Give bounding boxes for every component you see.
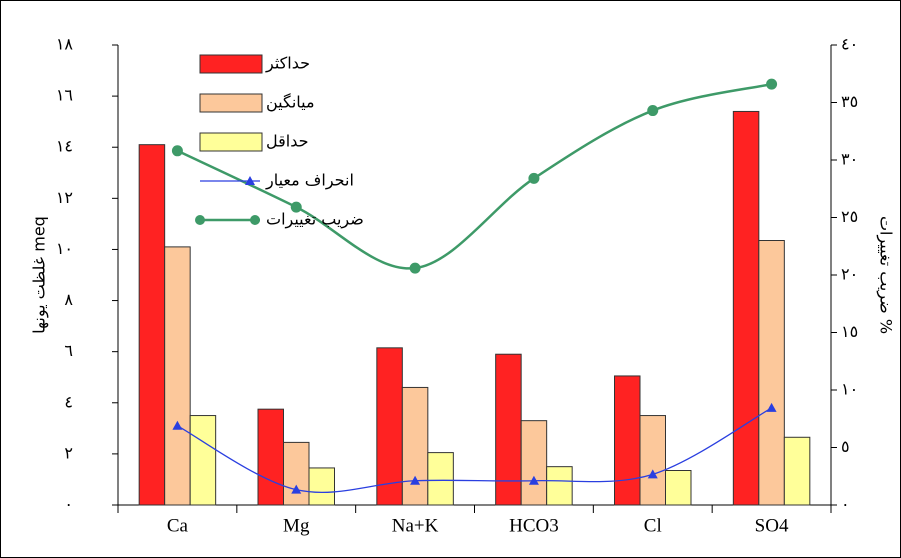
y2-axis-label: ضریب تغییرات % [876,216,896,334]
bar [783,436,811,506]
bar [189,415,217,506]
y2-tick-label: ٣٠ [841,150,858,169]
y-tick-label: ١٨ [56,35,74,54]
x-tick-label: HCO3 [509,515,559,536]
point [766,78,778,90]
y-tick-label: ٤ [64,392,73,411]
legend-label: ضریب تغییرات [266,210,364,230]
bar [546,466,573,506]
x-tick-label: Mg [283,515,310,536]
point [410,475,421,485]
legend-swatch [199,54,263,74]
x-tick-label: Ca [167,515,189,536]
point [291,484,302,494]
legend-label: حداکثر [265,54,310,74]
line [177,407,772,493]
bar [614,375,641,506]
point [647,105,659,117]
bar [308,467,335,506]
y2-tick-label: ٠ [841,495,850,514]
point [528,172,540,184]
legend-swatch [199,93,263,113]
bar [376,347,403,506]
bar [401,386,429,506]
y2-tick-label: ٣٥ [841,92,858,111]
y-tick-label: ١٠ [56,239,73,258]
legend-label: حداقل [266,132,309,151]
x-tick-label: Cl [644,515,662,536]
y2-tick-label: ١٠ [841,380,858,399]
legend-label: میانگین [266,93,315,113]
legend-marker [250,215,260,225]
point [172,420,183,430]
bar [164,246,191,506]
bar [665,470,692,506]
legend-marker [245,176,255,185]
bar [639,415,666,506]
point [766,402,777,412]
bar [758,240,785,506]
legend-swatch [199,132,263,152]
y-tick-label: ٨ [64,290,73,309]
y-tick-label: ١٦ [56,86,73,105]
point [171,145,183,157]
y2-tick-label: ٢٥ [841,207,858,226]
bar [427,452,454,506]
legend-marker [195,215,205,225]
y-tick-label: ٦ [64,341,73,360]
legend-label: انحراف معیار [265,171,354,191]
y-tick-label: ٠ [64,495,73,514]
y2-tick-label: ٥ [841,437,850,456]
y2-tick-label: ١٥ [841,322,858,341]
point [409,262,421,274]
line [176,82,772,270]
y-tick-label: ٢ [64,443,73,462]
bar [495,353,522,506]
bar [138,144,166,506]
bar [283,441,310,506]
bar [520,420,548,506]
y2-tick-label: ٤٠ [841,35,858,54]
point [528,475,539,485]
bar [732,110,760,506]
y-tick-label: ١٢ [56,188,73,207]
y-axis-label: غلظت یونها meq [30,216,50,334]
bar [257,408,284,506]
point [647,469,658,479]
point [290,201,302,213]
x-tick-label: Na+K [392,515,439,536]
y2-tick-label: ٢٠ [841,265,858,284]
x-tick-label: SO4 [755,515,789,536]
y-tick-label: ١٤ [56,137,73,156]
